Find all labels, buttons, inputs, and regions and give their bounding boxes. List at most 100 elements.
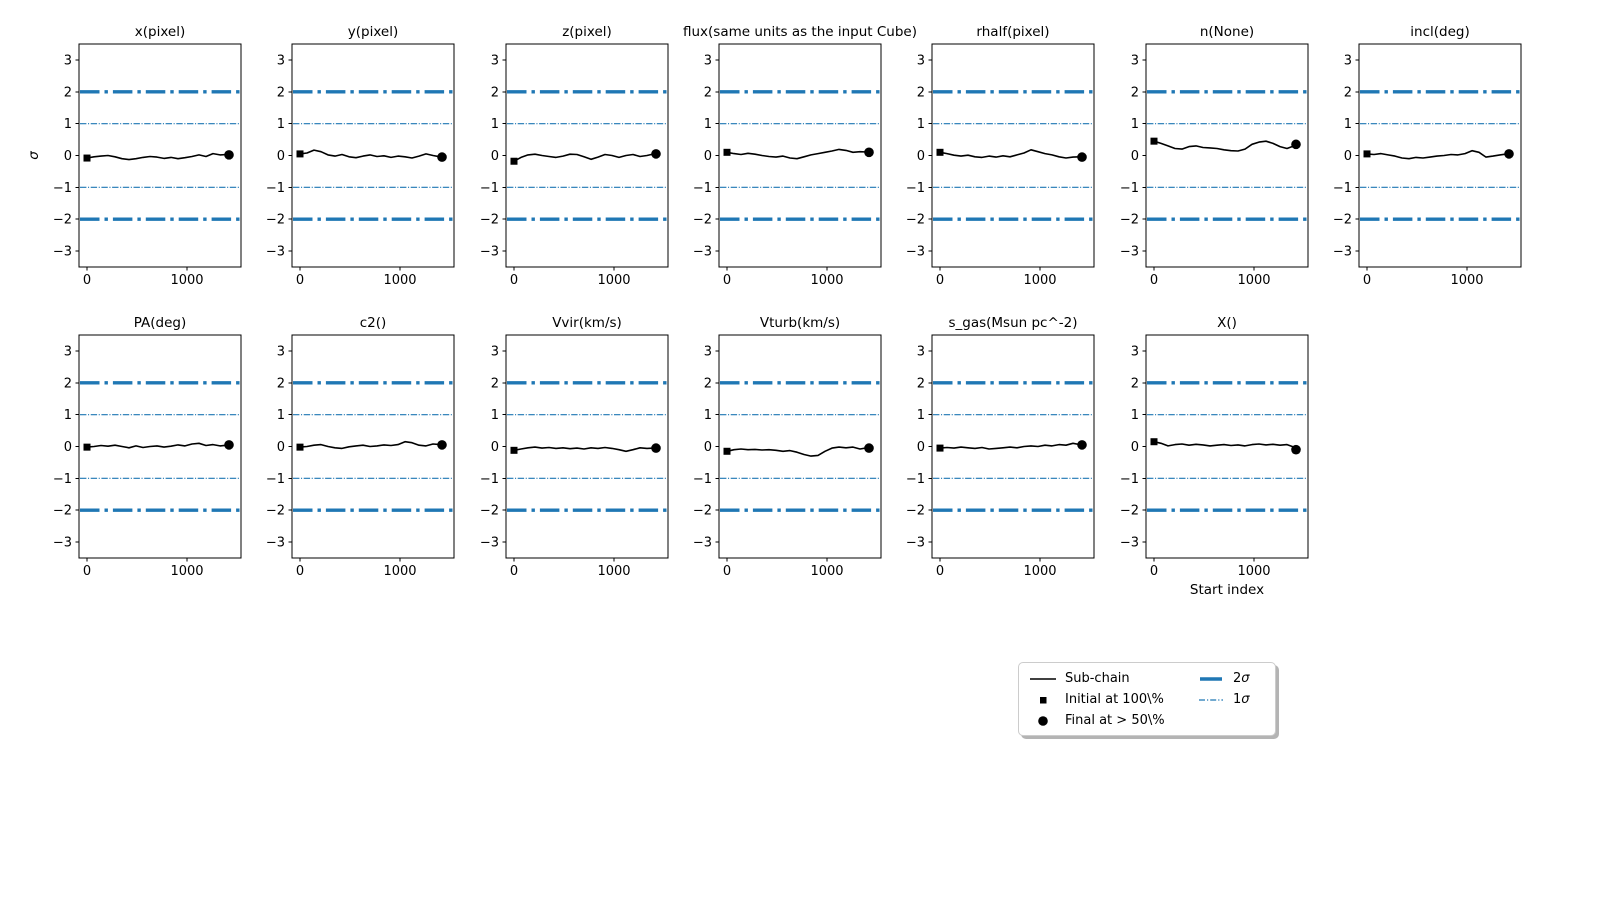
final-circle-swatch [1028,714,1058,728]
y-tick-label: 0 [277,440,285,455]
subplot-flux: 3 2 1 0 −1 −2 −3 0 1000 flux(same units as the in… [683,24,917,288]
y-tick-label: 1 [1131,408,1139,423]
y-tick-label: 2 [64,85,72,100]
y-tick-label: 3 [64,53,72,68]
y-tick-label: 2 [491,376,499,391]
final-marker [224,150,234,160]
y-tick-label: −1 [1120,181,1139,196]
legend-label: Initial at 100\% [1065,692,1164,707]
legend-item-initial: Initial at 100\% [1028,689,1196,710]
y-tick-label: −1 [906,181,925,196]
initial-marker [510,446,518,454]
y-tick-label: 1 [64,408,72,423]
x-tick-label: 0 [296,273,304,288]
subchain-trace [513,153,656,162]
final-marker [1291,444,1301,455]
y-tick-label: 0 [704,149,712,164]
y-tick-label: 0 [491,149,499,164]
initial-marker [83,443,91,451]
y-tick-label: 1 [704,117,712,132]
y-tick-label: 3 [491,53,499,68]
y-tick-label: 1 [917,117,925,132]
y-tick-label: −3 [906,536,925,551]
y-tick-label: 0 [277,149,285,164]
y-tick-label: 0 [1131,440,1139,455]
initial-marker [723,447,731,455]
initial-marker [936,444,944,452]
x-tick-label: 0 [83,564,91,579]
subchain-trace [726,148,870,160]
y-tick-label: −2 [906,504,925,519]
x-tick-label: 0 [1150,564,1158,579]
subplot-title: Vvir(km/s) [552,315,622,331]
legend-label: Sub-chain [1065,671,1130,686]
x-tick-label: 0 [510,564,518,579]
y-tick-label: −2 [693,504,712,519]
y-tick-label: −3 [53,536,72,551]
subplot-incl-deg: 3 2 1 0 −1 −2 −3 0 1000 incl(deg) [1333,24,1522,288]
subchain-trace [1366,149,1509,160]
subplot-x-pixel: 3 2 1 0 −1 −2 −3 0 1000 x(pixel) [53,24,242,288]
x-tick-label: 0 [83,273,91,288]
y-tick-label: −1 [266,472,285,487]
x-tick-label: 0 [723,564,731,579]
x-tick-label: 1000 [170,273,203,288]
x-tick-label: 1000 [597,273,630,288]
y-tick-label: 2 [64,376,72,391]
subchain-trace [299,440,443,450]
plot-border [1145,334,1309,559]
y-tick-label: 3 [704,53,712,68]
y-tick-label: 2 [1344,85,1352,100]
y-tick-label: 3 [917,344,925,359]
legend-item-2sigma: 2σ [1196,668,1269,689]
y-tick-label: 0 [917,440,925,455]
y-tick-label: 3 [64,344,72,359]
x-tick-label: 1000 [810,273,843,288]
initial-marker [83,154,91,162]
y-tick-label: 3 [704,344,712,359]
y-tick-label: −1 [1120,472,1139,487]
x-tick-label: 0 [510,273,518,288]
y-tick-label: −2 [266,504,285,519]
plot-border [505,334,669,559]
y-tick-label: −1 [480,472,499,487]
subchain-trace [939,442,1083,450]
y-tick-label: 2 [1131,376,1139,391]
x-tick-label: 1000 [810,564,843,579]
y-tick-label: −1 [53,181,72,196]
subplot-x-param: 3 2 1 0 −1 −2 −3 0 1000 X() [1120,315,1309,579]
y-tick-label: −2 [1333,213,1352,228]
subplot-c2: 3 2 1 0 −1 −2 −3 0 1000 c2() [266,315,455,579]
y-tick-label: −1 [53,472,72,487]
subplot-title: flux(same units as the input Cube) [683,24,917,40]
y-tick-label: 1 [491,117,499,132]
y-tick-label: 0 [491,440,499,455]
y-tick-label: 2 [491,85,499,100]
initial-marker [1363,150,1371,158]
final-marker [651,443,661,453]
final-marker [224,440,234,450]
final-marker [437,440,447,450]
subplot-title: Vturb(km/s) [760,315,840,331]
subplot-n-none: 3 2 1 0 −1 −2 −3 0 1000 n(None) [1120,24,1309,288]
y-tick-label: 1 [277,117,285,132]
subplot-title: y(pixel) [348,24,398,40]
y-tick-label: 0 [1131,149,1139,164]
y-tick-label: 3 [1131,53,1139,68]
final-marker [437,152,447,162]
subplot-title: n(None) [1200,24,1254,40]
y-tick-label: 1 [1344,117,1352,132]
subplot-vvir-kms: 3 2 1 0 −1 −2 −3 0 1000 Vvir(km/s) [480,315,669,579]
y-tick-label: 1 [1131,117,1139,132]
x-tick-label: 0 [936,273,944,288]
final-marker [651,149,661,159]
y-tick-label: −3 [480,536,499,551]
plot-border [718,334,882,559]
y-tick-label: −3 [1333,245,1352,260]
y-tick-label: −1 [906,472,925,487]
y-tick-label: −3 [480,245,499,260]
y-tick-label: −3 [1120,245,1139,260]
y-tick-label: 2 [917,376,925,391]
